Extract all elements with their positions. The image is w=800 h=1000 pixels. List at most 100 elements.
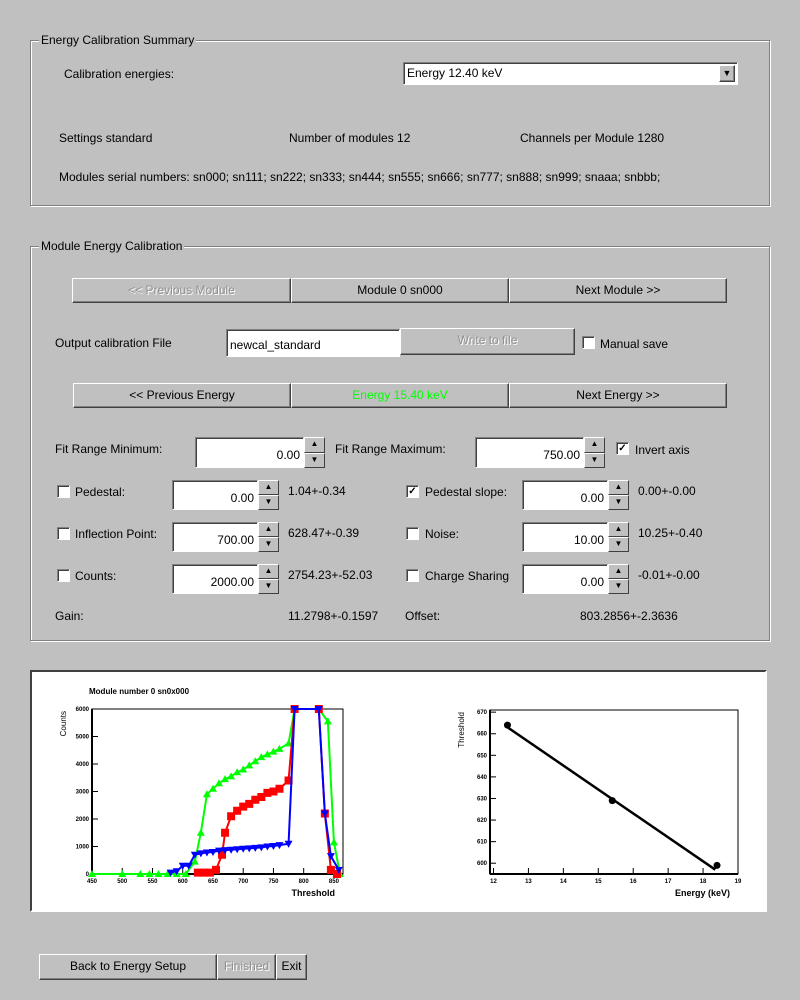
previous-module-button[interactable]: << Previous Module — [72, 278, 291, 303]
output-file-input[interactable]: newcal_standard — [226, 329, 400, 357]
x-tick-label: 600 — [178, 879, 189, 885]
charge-sharing-result: -0.01+-0.00 — [638, 568, 700, 582]
y-tick-label: 1000 — [76, 845, 90, 851]
inflection-point-input[interactable]: 700.00 — [172, 522, 258, 552]
pedestal-checkbox[interactable] — [57, 485, 70, 498]
data-point-triangle-up — [208, 784, 217, 792]
noise-checkbox[interactable] — [406, 527, 419, 540]
calibration-energies-select[interactable]: Energy 12.40 keV ▼ — [403, 62, 738, 85]
arrow-up-icon[interactable]: ▲ — [258, 522, 279, 537]
data-point-triangle-up — [190, 857, 199, 865]
finished-button[interactable]: Finished — [217, 954, 276, 980]
exit-button[interactable]: Exit — [276, 954, 307, 980]
arrow-up-icon[interactable]: ▲ — [608, 480, 629, 495]
arrow-up-icon[interactable]: ▲ — [258, 480, 279, 495]
pedestal-slope-spinner[interactable]: ▲ ▼ — [608, 480, 629, 510]
counts-label: Counts: — [75, 569, 117, 583]
plot-canvas: Module number 0 sn0x000 450 500 550 600 650 70… — [30, 670, 767, 912]
x-tick-label: 800 — [299, 879, 310, 885]
fit-max-input[interactable]: 750.00 — [475, 437, 584, 468]
data-point-square — [227, 812, 236, 821]
x-tick-label: 15 — [595, 879, 602, 885]
data-point-triangle-up — [269, 747, 278, 755]
data-point-triangle-up — [145, 870, 154, 877]
charge-sharing-checkbox[interactable] — [406, 569, 419, 582]
write-to-file-button[interactable]: Write to file — [400, 328, 575, 355]
y-tick-label: 620 — [477, 818, 488, 824]
data-point-triangle-up — [245, 761, 254, 769]
invert-axis-checkbox[interactable]: ✓ — [616, 442, 629, 455]
inflection-point-spinner[interactable]: ▲ ▼ — [258, 522, 279, 552]
manual-save-checkbox[interactable] — [582, 336, 595, 349]
data-point-triangle-up — [251, 757, 260, 765]
charge-sharing-spinner[interactable]: ▲ ▼ — [608, 564, 629, 594]
x-tick-label: 700 — [238, 879, 249, 885]
arrow-up-icon[interactable]: ▲ — [304, 437, 325, 453]
data-point-triangle-down — [196, 850, 205, 858]
pedestal-slope-checkbox[interactable]: ✓ — [406, 485, 419, 498]
y-tick-label: 670 — [477, 710, 488, 716]
current-module-button[interactable]: Module 0 sn000 — [291, 278, 509, 303]
arrow-up-icon[interactable]: ▲ — [608, 522, 629, 537]
pedestal-input[interactable]: 0.00 — [172, 480, 258, 510]
data-point-triangle-up — [323, 717, 332, 725]
arrow-down-icon[interactable]: ▼ — [608, 495, 629, 510]
noise-spinner[interactable]: ▲ ▼ — [608, 522, 629, 552]
pedestal-slope-label: Pedestal slope: — [425, 485, 508, 499]
arrow-down-icon[interactable]: ▼ — [608, 579, 629, 594]
settings-text: Settings standard — [59, 131, 153, 145]
counts-checkbox[interactable] — [57, 569, 70, 582]
module-title: Module Energy Calibration — [39, 239, 185, 253]
data-point-triangle-up — [136, 870, 145, 877]
y-tick-label: 600 — [477, 861, 488, 867]
chevron-down-icon[interactable]: ▼ — [719, 65, 735, 82]
data-point-square — [257, 793, 266, 801]
data-point-triangle-up — [257, 753, 266, 761]
arrow-down-icon[interactable]: ▼ — [258, 495, 279, 510]
y-tick-label: 610 — [477, 840, 488, 846]
arrow-down-icon[interactable]: ▼ — [258, 537, 279, 552]
current-energy-button[interactable]: Energy 15.40 keV — [291, 383, 509, 408]
arrow-up-icon[interactable]: ▲ — [584, 437, 605, 453]
noise-input[interactable]: 10.00 — [522, 522, 608, 552]
y-tick-label: 660 — [477, 732, 488, 738]
y-tick-label: 2000 — [76, 817, 90, 823]
selected-energy: Energy 12.40 keV — [407, 66, 503, 80]
data-point-triangle-down — [275, 842, 284, 850]
fit-min-spinner[interactable]: ▲ ▼ — [304, 437, 325, 468]
arrow-down-icon[interactable]: ▼ — [608, 537, 629, 552]
arrow-down-icon[interactable]: ▼ — [584, 452, 605, 468]
arrow-down-icon[interactable]: ▼ — [258, 579, 279, 594]
next-energy-button[interactable]: Next Energy >> — [509, 383, 727, 408]
arrow-down-icon[interactable]: ▼ — [304, 452, 325, 468]
pedestal-slope-input[interactable]: 0.00 — [522, 480, 608, 510]
x-tick-label: 850 — [329, 879, 340, 885]
fit-max-spinner[interactable]: ▲ ▼ — [584, 437, 605, 468]
inflection-point-checkbox[interactable] — [57, 527, 70, 540]
data-point-triangle-up — [227, 772, 236, 780]
data-point-triangle-down — [208, 849, 217, 856]
x-tick-label: 650 — [208, 879, 219, 885]
data-point-triangle-down — [334, 866, 343, 874]
x-tick-label: 12 — [490, 879, 497, 885]
invert-axis-label: Invert axis — [635, 443, 690, 457]
counts-result: 2754.23+-52.03 — [288, 568, 373, 582]
energy-calibration-summary: Energy Calibration Summary — [30, 33, 770, 206]
arrow-up-icon[interactable]: ▲ — [608, 564, 629, 579]
counts-spinner[interactable]: ▲ ▼ — [258, 564, 279, 594]
fit-min-input[interactable]: 0.00 — [195, 437, 304, 468]
data-point-triangle-down — [290, 706, 299, 713]
data-point-triangle-down — [221, 847, 230, 855]
data-point-square — [275, 784, 284, 793]
back-to-energy-setup-button[interactable]: Back to Energy Setup — [39, 954, 217, 980]
counts-input[interactable]: 2000.00 — [172, 564, 258, 594]
data-point-square — [284, 776, 293, 785]
data-point-triangle-down — [263, 843, 272, 851]
pedestal-spinner[interactable]: ▲ ▼ — [258, 480, 279, 510]
next-module-button[interactable]: Next Module >> — [509, 278, 727, 303]
arrow-up-icon[interactable]: ▲ — [258, 564, 279, 579]
data-point-triangle-up — [118, 870, 127, 877]
charge-sharing-input[interactable]: 0.00 — [522, 564, 608, 594]
previous-energy-button[interactable]: << Previous Energy — [73, 383, 291, 408]
plot-frame — [489, 709, 739, 875]
